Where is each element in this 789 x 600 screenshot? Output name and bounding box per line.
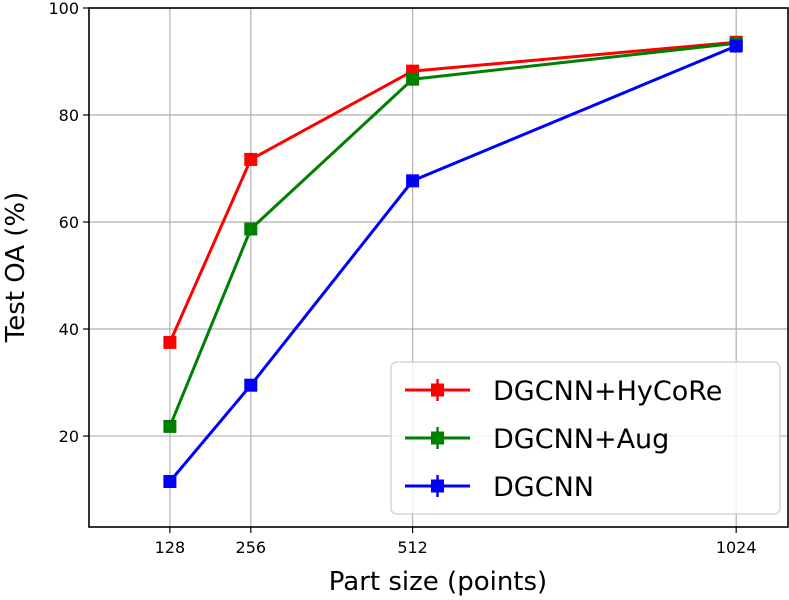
data-point-marker (163, 335, 177, 349)
x-tick-label: 1024 (716, 538, 757, 557)
tick-layer: 128 256 512 1024 20 40 60 80 100 (48, 0, 756, 557)
series-line (168, 44, 737, 483)
legend: DGCNN+HyCoRe DGCNN+Aug DGCNN (390, 361, 781, 515)
series-layer (163, 35, 743, 489)
legend-box (390, 361, 781, 515)
legend-label: DGCNN+HyCoRe (493, 376, 722, 407)
y-tick-label: 100 (48, 0, 79, 18)
y-tick-label: 40 (59, 320, 79, 339)
series-line (168, 40, 737, 344)
data-point-marker (244, 152, 258, 166)
data-point-marker (729, 39, 743, 53)
y-tick-label: 80 (59, 106, 79, 125)
legend-marker (431, 431, 444, 445)
data-point-marker (163, 475, 177, 489)
legend-label: DGCNN+Aug (493, 424, 669, 455)
legend-label: DGCNN (493, 472, 594, 503)
x-axis-label: Part size (points) (329, 567, 547, 597)
data-point-marker (163, 419, 177, 433)
x-tick-label: 512 (397, 538, 428, 557)
x-tick-label: 128 (155, 538, 186, 557)
legend-marker (431, 383, 444, 397)
data-point-marker (244, 378, 258, 392)
y-tick-label: 60 (59, 213, 79, 232)
data-point-marker (244, 222, 258, 236)
legend-marker (431, 479, 444, 493)
x-tick-label: 256 (236, 538, 267, 557)
data-point-marker (406, 174, 420, 188)
y-tick-label: 20 (59, 427, 79, 446)
data-point-marker (406, 72, 420, 86)
y-axis-label: Test OA (%) (1, 192, 31, 344)
plot-frame (88, 7, 789, 528)
series-line (168, 41, 737, 427)
